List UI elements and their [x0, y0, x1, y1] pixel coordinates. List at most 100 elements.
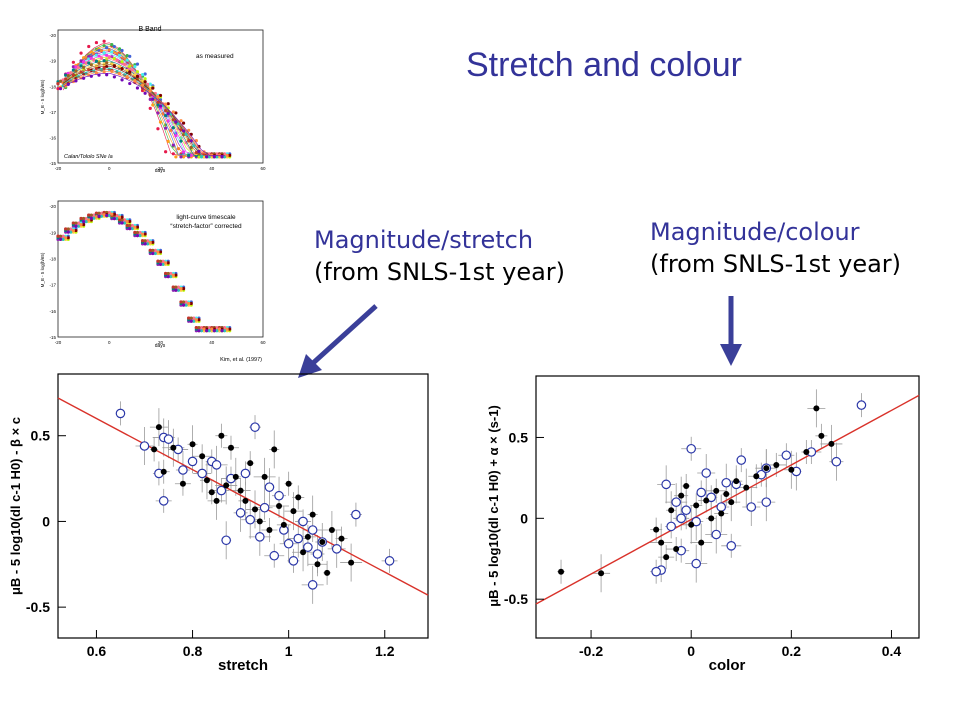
scatter-point-open [736, 455, 747, 465]
scatter-point-open [259, 502, 270, 513]
lc-point [158, 250, 163, 254]
lc-point [66, 230, 70, 234]
lc-point [87, 44, 91, 49]
lc-point [140, 232, 145, 236]
scatter-point-filled [698, 539, 705, 546]
scatter-point-filled [348, 559, 355, 566]
lc-y-tick-label: -17 [49, 283, 56, 288]
lc-point [143, 239, 147, 243]
lc-point [105, 61, 109, 65]
lc-point [140, 72, 145, 77]
lc-point [66, 73, 70, 78]
lc-point [189, 301, 193, 306]
lc-point [135, 62, 140, 66]
lc-point [174, 155, 178, 159]
y-axis-label: μB - 5 log10(dl c-1 H0) + α × (s-1) [486, 405, 501, 607]
scatter-point-open [666, 521, 676, 532]
scatter-point-open [255, 532, 265, 542]
chart-magnitude-stretch: 0.6 0.8 1 1.2 0.5 0 -0.5 stretch μB - 5 log10(… [0, 366, 440, 690]
lc-point [158, 259, 163, 263]
scatter-point-filled [688, 521, 695, 528]
lc-point [125, 223, 129, 228]
lc-point [84, 219, 88, 224]
lc-point [189, 319, 193, 323]
arrow-down-icon [720, 296, 742, 366]
scatter-point-filled [713, 487, 720, 494]
lc-point [94, 215, 99, 219]
lc-point [187, 301, 191, 306]
lc-point [94, 66, 99, 71]
lightcurve-title: B Band [139, 26, 162, 33]
scatter-point-open [269, 550, 280, 561]
scatter-point-open [706, 492, 717, 503]
lc-point [61, 237, 65, 241]
scatter-point-filled [658, 539, 665, 546]
lc-x-tick-label: 60 [260, 166, 266, 171]
lightcurve-panel-stretch-corrected: light-curve timescale “stretch-factor” c… [38, 195, 270, 367]
lc-point [102, 66, 106, 70]
scatter-point-open [711, 529, 722, 540]
lc-y-tick-label: -17 [49, 110, 56, 115]
y-tick-label: 0 [520, 510, 528, 526]
lc-point [215, 155, 219, 159]
lc-point [58, 234, 63, 238]
lc-point [143, 72, 147, 76]
scatter-point-filled [728, 499, 735, 506]
lc-point [140, 83, 145, 87]
lightcurve-ylabel: M_B - 5 log(h/65) [40, 252, 45, 287]
lc-point [76, 224, 81, 228]
lc-point [112, 45, 116, 49]
lc-point [74, 69, 78, 73]
lightcurve-ylabel: M_B - 5 log(h/65) [40, 79, 45, 114]
lc-point [87, 68, 91, 72]
scatter-point-open [671, 497, 681, 507]
lc-point [117, 215, 122, 219]
lc-point [179, 119, 183, 123]
lc-point [92, 58, 96, 62]
lc-point [71, 228, 75, 233]
lc-curve [62, 72, 225, 156]
lc-point [123, 221, 127, 225]
lc-point [148, 82, 152, 86]
lc-point [179, 128, 183, 132]
lc-point [105, 73, 109, 77]
arrow-down-left-icon [298, 304, 378, 378]
scatter-point-open [701, 468, 712, 478]
lc-point [79, 51, 83, 55]
lc-point [181, 303, 186, 307]
lc-point [197, 325, 201, 330]
lc-point [151, 97, 155, 101]
scatter-point-filled [309, 511, 316, 518]
lc-point [148, 97, 152, 101]
fit-line [57, 397, 429, 596]
lc-point [171, 143, 175, 147]
lc-point [166, 275, 170, 279]
lc-point [79, 64, 83, 68]
lc-point [82, 223, 86, 227]
lc-point [166, 119, 170, 123]
lc-point [158, 93, 163, 98]
scatter-point-filled [242, 497, 249, 504]
scatter-point-filled [232, 473, 239, 480]
scatter-point-open [293, 533, 304, 544]
lc-point [102, 39, 106, 43]
lc-point [225, 327, 229, 331]
lc-y-tick-label: -15 [49, 335, 56, 340]
lc-point [74, 228, 78, 233]
scatter-point-filled [252, 506, 259, 513]
lc-point [148, 248, 152, 252]
scatter-point-filled [753, 473, 760, 480]
lc-point [179, 287, 183, 291]
lc-point [148, 89, 152, 93]
lc-point [176, 288, 181, 292]
lc-point [135, 74, 140, 78]
slide-title: Stretch and colour [466, 46, 742, 84]
lc-point [79, 70, 83, 74]
lc-point [82, 216, 86, 221]
lc-point [158, 104, 163, 108]
y-tick-label: -0.5 [26, 599, 50, 615]
lc-point [64, 227, 68, 231]
lightcurve-annotation: as measured [196, 53, 234, 60]
lc-x-tick-label: 40 [209, 166, 215, 171]
scatter-point-filled [295, 494, 302, 501]
